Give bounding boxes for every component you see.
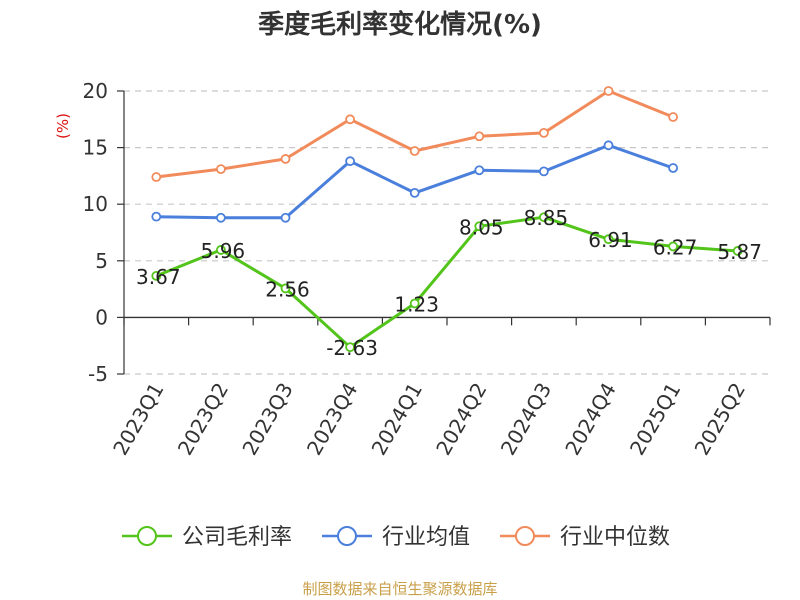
chart-title: 季度毛利率变化情况(%) [258, 9, 542, 40]
x-tick-label: 2024Q2 [431, 379, 491, 460]
data-label: 1.23 [394, 292, 439, 316]
data-point[interactable] [345, 114, 356, 125]
legend-marker-icon [515, 526, 535, 546]
data-point[interactable] [603, 140, 614, 151]
data-point[interactable] [280, 212, 291, 223]
series-line-1 [154, 143, 675, 220]
legend-label: 行业均值 [382, 525, 470, 550]
x-tick-label: 2024Q1 [367, 379, 427, 460]
x-tick-label: 2024Q4 [560, 379, 620, 460]
data-point[interactable] [474, 165, 485, 176]
y-tick-label: -5 [88, 362, 108, 386]
legend-label: 公司毛利率 [182, 525, 292, 550]
data-point[interactable] [215, 245, 226, 255]
data-source-note: 制图数据来自恒生聚源数据库 [302, 580, 497, 598]
data-label: -2.63 [326, 336, 378, 360]
legend-marker-icon [137, 526, 157, 546]
data-label: 8.85 [524, 206, 569, 230]
axes [117, 90, 771, 375]
data-label: 8.05 [459, 215, 504, 239]
legend-item-0[interactable]: 公司毛利率 [122, 525, 292, 550]
series-line-2 [154, 89, 675, 179]
data-point[interactable] [345, 342, 356, 353]
x-tick-label: 2024Q3 [496, 379, 556, 460]
data-label: 5.87 [717, 240, 762, 264]
y-tick-label: 10 [83, 192, 108, 216]
y-tick-label: 15 [83, 136, 108, 160]
y-tick-label: 5 [95, 249, 108, 273]
x-tick-label: 2023Q4 [302, 379, 362, 460]
data-point[interactable] [345, 156, 356, 167]
data-point[interactable] [603, 86, 614, 96]
data-point[interactable] [409, 298, 420, 309]
data-point[interactable] [539, 212, 549, 223]
series-line-0 [154, 215, 740, 349]
data-point[interactable] [539, 127, 549, 138]
data-point[interactable] [668, 241, 678, 252]
legend-label: 行业中位数 [560, 525, 670, 550]
data-point[interactable] [151, 270, 162, 281]
data-labels: 3.67 5.96 2.56 -2.63 1.23 8.05 8.85 6.91 6.27 5.8… [136, 206, 762, 360]
data-point[interactable] [668, 163, 678, 173]
data-point[interactable] [539, 166, 549, 177]
data-point[interactable] [668, 112, 678, 122]
gridlines [124, 90, 770, 375]
y-tick-label: 0 [95, 305, 108, 329]
x-tick-label: 2023Q2 [173, 379, 233, 460]
legend-item-1[interactable]: 行业均值 [322, 525, 470, 550]
data-point[interactable] [280, 154, 291, 164]
data-point[interactable] [280, 283, 291, 294]
legend-marker-icon [337, 526, 357, 546]
data-point[interactable] [409, 187, 420, 198]
x-tick-label: 2023Q1 [108, 379, 168, 460]
data-point[interactable] [474, 221, 485, 232]
data-point[interactable] [151, 172, 162, 182]
x-tick-label: 2023Q3 [237, 379, 297, 460]
x-axis-ticks: 2023Q1 2023Q2 2023Q3 2023Q4 2024Q1 2024Q2 2024… [108, 379, 750, 460]
data-label: 6.91 [588, 228, 633, 252]
data-point[interactable] [603, 234, 614, 245]
data-point[interactable] [215, 164, 226, 175]
data-point[interactable] [732, 246, 743, 256]
legend-item-2[interactable]: 行业中位数 [500, 525, 670, 550]
y-axis-ticks: -5 0 5 10 15 20 [83, 79, 108, 386]
series-lines [151, 86, 743, 353]
data-label: 5.96 [201, 239, 246, 263]
legend[interactable]: 公司毛利率 行业均值 行业中位数 [122, 525, 670, 550]
data-point[interactable] [474, 131, 485, 142]
data-label: 6.27 [653, 235, 698, 259]
data-point[interactable] [215, 212, 226, 223]
data-point[interactable] [151, 211, 162, 222]
data-label: 2.56 [265, 277, 310, 301]
x-tick-label: 2025Q2 [690, 379, 750, 460]
data-point[interactable] [409, 146, 420, 156]
x-tick-label: 2025Q1 [625, 379, 685, 460]
y-axis-unit-label: (%) [54, 113, 72, 139]
y-tick-label: 20 [83, 79, 108, 103]
data-label: 3.67 [136, 265, 181, 289]
